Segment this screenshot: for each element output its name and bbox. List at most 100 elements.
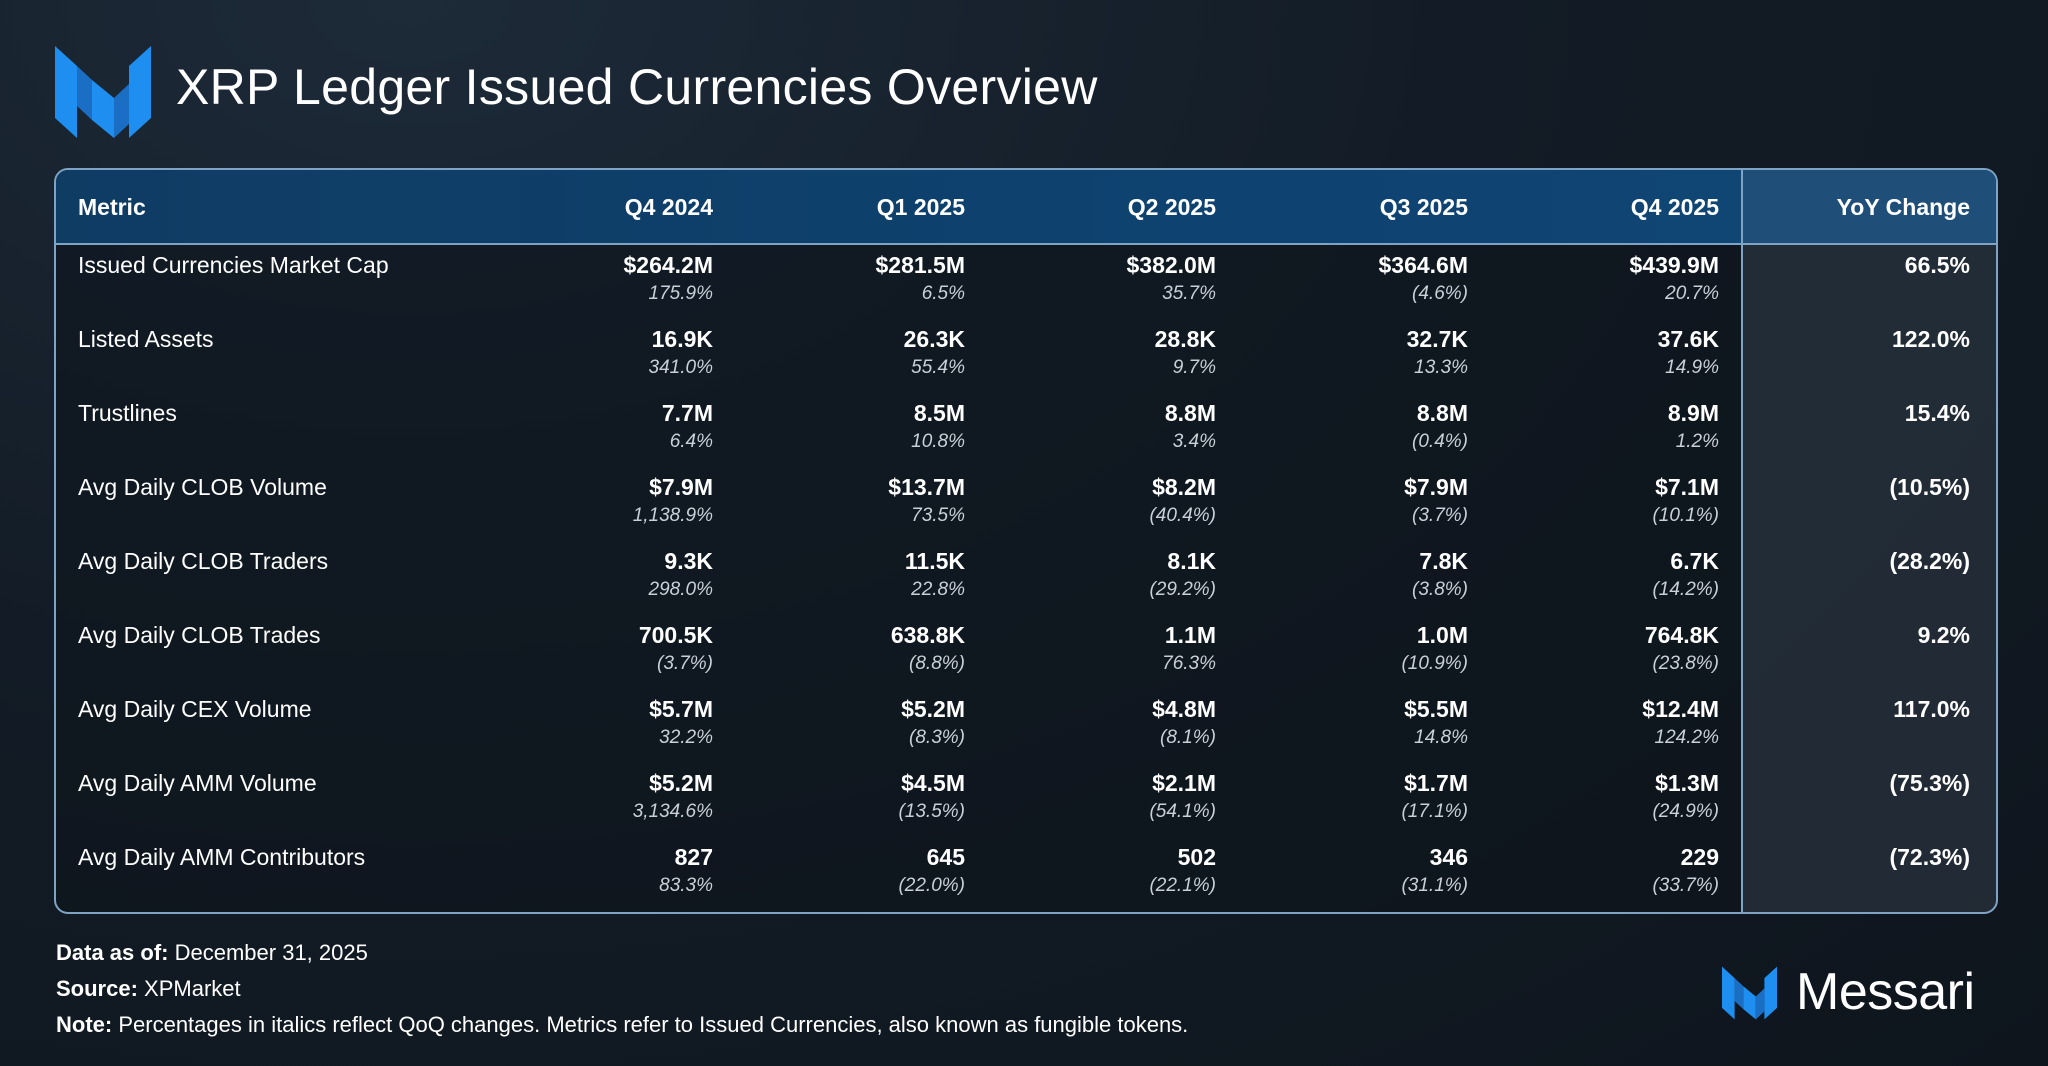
metric-value: $2.1M <box>1152 770 1216 796</box>
qoq-change: 14.8% <box>1414 727 1468 748</box>
metric-label: Avg Daily CLOB Volume <box>78 474 327 500</box>
header-metric: Metric <box>78 194 146 220</box>
note-label: Note: <box>56 1012 113 1037</box>
yoy-change-value: (75.3%) <box>1889 770 1970 796</box>
metric-value: $364.6M <box>1378 252 1468 278</box>
metric-value: $12.4M <box>1642 696 1719 722</box>
metric-value: 346 <box>1429 844 1468 870</box>
qoq-change: 14.9% <box>1665 357 1719 378</box>
metric-label: Avg Daily AMM Contributors <box>78 844 366 870</box>
metric-value: $7.9M <box>649 474 713 500</box>
metric-value: 6.7K <box>1670 548 1719 574</box>
qoq-change: 1.2% <box>1675 431 1719 452</box>
qoq-change: (3.8%) <box>1412 579 1468 600</box>
qoq-change: (10.9%) <box>1401 653 1468 674</box>
qoq-change: (31.1%) <box>1401 875 1468 896</box>
metric-label: Issued Currencies Market Cap <box>78 252 389 278</box>
metric-value: 26.3K <box>903 326 965 352</box>
metric-value: 8.9M <box>1667 400 1719 426</box>
metric-value: $4.5M <box>901 770 965 796</box>
metric-value: 9.3K <box>664 548 713 574</box>
header-quarter: Q3 2025 <box>1379 194 1468 220</box>
qoq-change: (29.2%) <box>1149 579 1216 600</box>
qoq-change: (33.7%) <box>1652 875 1719 896</box>
metric-value: 502 <box>1177 844 1216 870</box>
metric-value: $439.9M <box>1629 252 1719 278</box>
source-line: Source: XPMarket <box>56 976 241 1002</box>
data-as-of-value: December 31, 2025 <box>174 940 368 965</box>
metric-value: 37.6K <box>1657 326 1719 352</box>
metric-value: 8.1K <box>1167 548 1216 574</box>
qoq-change: (40.4%) <box>1149 505 1216 526</box>
yoy-change-value: (10.5%) <box>1889 474 1970 500</box>
metric-value: 8.8M <box>1164 400 1216 426</box>
yoy-change-value: (72.3%) <box>1889 844 1970 870</box>
metric-value: $8.2M <box>1152 474 1216 500</box>
metric-value: 28.8K <box>1154 326 1216 352</box>
yoy-change-value: 117.0% <box>1893 696 1970 722</box>
metric-value: $4.8M <box>1152 696 1216 722</box>
metric-value: $5.2M <box>649 770 713 796</box>
qoq-change: 124.2% <box>1654 727 1719 748</box>
metric-value: $382.0M <box>1126 252 1216 278</box>
qoq-change: 22.8% <box>911 579 965 600</box>
metric-value: 764.8K <box>1644 622 1719 648</box>
qoq-change: (23.8%) <box>1652 653 1719 674</box>
metric-label: Listed Assets <box>78 326 214 352</box>
metric-value: 645 <box>926 844 965 870</box>
metric-value: 16.9K <box>651 326 713 352</box>
yoy-change-value: 122.0% <box>1891 326 1970 352</box>
messari-brand-icon <box>1722 966 1777 1020</box>
metric-label: Avg Daily CLOB Trades <box>78 622 321 648</box>
metric-value: $7.1M <box>1655 474 1719 500</box>
qoq-change: 9.7% <box>1172 357 1216 378</box>
metric-value: 32.7K <box>1406 326 1468 352</box>
metric-value: $264.2M <box>623 252 713 278</box>
brand-logo: Messari <box>1722 963 1994 1024</box>
qoq-change: (14.2%) <box>1652 579 1719 600</box>
qoq-change: (13.5%) <box>898 801 965 822</box>
qoq-change: 3,134.6% <box>632 801 713 822</box>
metric-value: 8.8M <box>1416 400 1468 426</box>
messari-logo-icon <box>55 46 151 138</box>
header-quarter: Q4 2025 <box>1630 194 1719 220</box>
qoq-change: (8.8%) <box>909 653 965 674</box>
metric-value: $281.5M <box>875 252 965 278</box>
yoy-change-value: (28.2%) <box>1889 548 1970 574</box>
source-label: Source: <box>56 976 138 1001</box>
qoq-change: (4.6%) <box>1412 283 1468 304</box>
header-yoy-change: YoY Change <box>1836 194 1970 220</box>
qoq-change: 32.2% <box>659 727 713 748</box>
qoq-change: 1,138.9% <box>632 505 713 526</box>
metric-value: 229 <box>1680 844 1719 870</box>
qoq-change: 298.0% <box>648 579 713 600</box>
table-header-row <box>56 170 1996 245</box>
qoq-change: 35.7% <box>1162 283 1216 304</box>
qoq-change: (3.7%) <box>1412 505 1468 526</box>
note-value: Percentages in italics reflect QoQ chang… <box>118 1012 1189 1037</box>
data-as-of-label: Data as of: <box>56 940 169 965</box>
metric-value: 1.0M <box>1416 622 1468 648</box>
metric-label: Avg Daily CLOB Traders <box>78 548 329 574</box>
metric-value: $13.7M <box>888 474 965 500</box>
qoq-change: (22.1%) <box>1149 875 1216 896</box>
brand-name: Messari <box>1796 963 1975 1021</box>
metric-value: $5.2M <box>901 696 965 722</box>
metric-value: 11.5K <box>904 548 965 574</box>
metric-value: $5.7M <box>649 696 713 722</box>
qoq-change: 83.3% <box>659 875 713 896</box>
qoq-change: 73.5% <box>911 505 965 526</box>
page-title: XRP Ledger Issued Currencies Overview <box>176 59 1098 115</box>
qoq-change: 55.4% <box>911 357 965 378</box>
header-quarter: Q2 2025 <box>1127 194 1216 220</box>
qoq-change: 76.3% <box>1162 653 1216 674</box>
qoq-change: (8.3%) <box>909 727 965 748</box>
header-quarter: Q4 2024 <box>624 194 713 220</box>
metric-value: $7.9M <box>1404 474 1468 500</box>
metric-value: 7.7M <box>661 400 713 426</box>
metric-value: 700.5K <box>638 622 713 648</box>
qoq-change: 13.3% <box>1414 357 1468 378</box>
qoq-change: (8.1%) <box>1160 727 1216 748</box>
qoq-change: (22.0%) <box>898 875 965 896</box>
qoq-change: 10.8% <box>911 431 965 452</box>
